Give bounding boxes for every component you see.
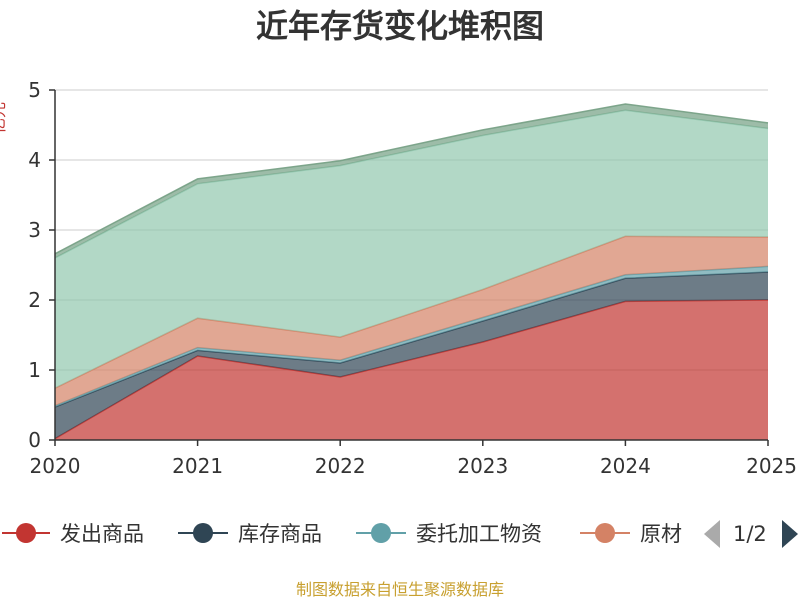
x-tick-label-4: 2024 xyxy=(600,454,651,478)
legend-label-2: 委托加工物资 xyxy=(416,522,542,546)
y-tick-label-4: 4 xyxy=(28,148,41,172)
x-tick-label-2: 2022 xyxy=(315,454,366,478)
triangle-left-icon[interactable] xyxy=(704,520,720,548)
area-series-1 xyxy=(55,272,768,439)
legend-label-1: 库存商品 xyxy=(238,522,322,546)
area-series-3 xyxy=(55,236,768,406)
triangle-right-icon[interactable] xyxy=(782,520,798,548)
legend-page-indicator: 1/2 xyxy=(733,522,767,546)
y-tick-label-3: 3 xyxy=(28,218,41,242)
legend-marker-0 xyxy=(16,523,36,543)
area-series-0 xyxy=(55,300,768,440)
legend: 发出商品 库存商品 委托加工物资 原材 1/2 xyxy=(2,512,798,556)
legend-clip-mask xyxy=(688,512,708,556)
y-tick-label-5: 5 xyxy=(28,78,41,102)
y-tick-label-1: 1 xyxy=(28,358,41,382)
series-line-5 xyxy=(54,103,769,255)
source-caption: 制图数据来自恒生聚源数据库 xyxy=(296,580,504,599)
y-tick-label-0: 0 xyxy=(28,428,41,452)
legend-item-0[interactable]: 发出商品 xyxy=(2,522,144,546)
legend-item-3[interactable]: 原材 xyxy=(580,522,682,546)
x-tick-label-1: 2021 xyxy=(172,454,223,478)
legend-item-1[interactable]: 库存商品 xyxy=(178,522,322,546)
legend-label-3: 原材 xyxy=(640,522,682,546)
y-axis-label: 亿元 xyxy=(0,102,8,134)
x-tick-label-5: 2025 xyxy=(746,454,797,478)
y-tick-label-2: 2 xyxy=(28,288,41,312)
x-tick-label-0: 2020 xyxy=(30,454,81,478)
legend-marker-1 xyxy=(193,523,213,543)
legend-item-2[interactable]: 委托加工物资 xyxy=(356,522,542,546)
area-series-5 xyxy=(55,104,768,258)
legend-marker-3 xyxy=(595,523,615,543)
legend-marker-2 xyxy=(371,523,391,543)
axes: 0 1 2 3 4 5 2020 2021 2022 2023 2024 2025 xyxy=(28,78,797,478)
chart-title: 近年存货变化堆积图 xyxy=(256,7,544,45)
area-series-group xyxy=(54,103,769,440)
x-tick-label-3: 2023 xyxy=(457,454,508,478)
legend-label-0: 发出商品 xyxy=(60,522,144,546)
